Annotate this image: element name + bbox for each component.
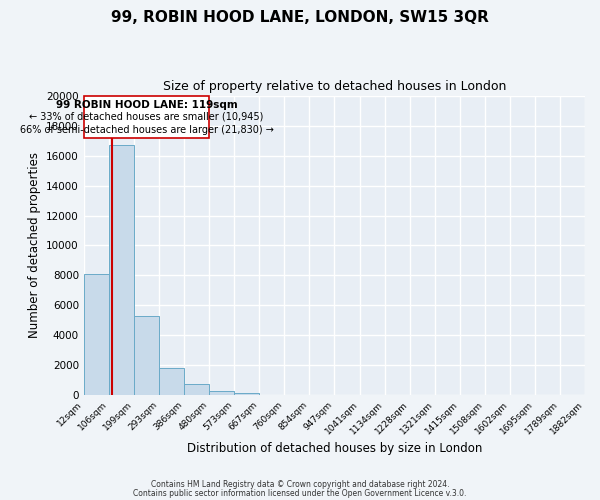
X-axis label: Distribution of detached houses by size in London: Distribution of detached houses by size …	[187, 442, 482, 455]
Bar	[109, 145, 134, 396]
Text: 99 ROBIN HOOD LANE: 119sqm: 99 ROBIN HOOD LANE: 119sqm	[56, 100, 238, 110]
Text: 66% of semi-detached houses are larger (21,830) →: 66% of semi-detached houses are larger (…	[20, 125, 274, 135]
Title: Size of property relative to detached houses in London: Size of property relative to detached ho…	[163, 80, 506, 93]
Bar	[209, 391, 234, 396]
Text: Contains HM Land Registry data © Crown copyright and database right 2024.: Contains HM Land Registry data © Crown c…	[151, 480, 449, 489]
Bar	[134, 316, 159, 396]
Text: ← 33% of detached houses are smaller (10,945): ← 33% of detached houses are smaller (10…	[29, 112, 263, 122]
FancyBboxPatch shape	[84, 96, 209, 138]
Bar	[234, 394, 259, 396]
Text: 99, ROBIN HOOD LANE, LONDON, SW15 3QR: 99, ROBIN HOOD LANE, LONDON, SW15 3QR	[111, 10, 489, 25]
Y-axis label: Number of detached properties: Number of detached properties	[28, 152, 41, 338]
Bar	[184, 384, 209, 396]
Bar	[84, 274, 109, 396]
Text: Contains public sector information licensed under the Open Government Licence v.: Contains public sector information licen…	[133, 488, 467, 498]
Bar	[159, 368, 184, 396]
